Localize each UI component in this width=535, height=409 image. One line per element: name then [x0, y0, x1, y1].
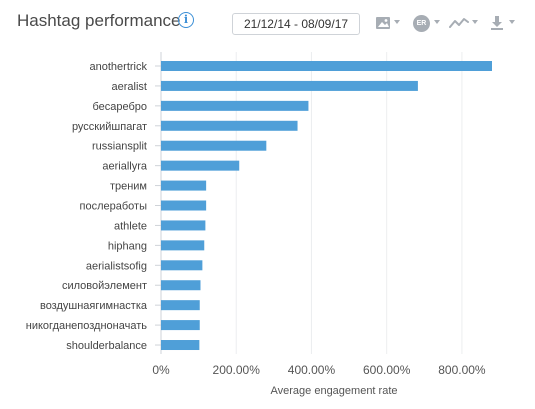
bar	[161, 160, 240, 171]
bar	[161, 280, 201, 291]
x-tick-label: 0%	[152, 363, 170, 377]
image-export-button[interactable]	[375, 14, 401, 32]
info-icon[interactable]: i	[178, 12, 194, 28]
category-label: бесаребро	[92, 101, 147, 113]
bar	[161, 140, 267, 151]
chart-header: Hashtag performance i 21/12/14 - 08/09/1…	[0, 0, 535, 44]
image-icon	[376, 17, 390, 29]
x-tick-label: 400.00%	[288, 363, 336, 377]
download-icon	[491, 16, 503, 30]
bar	[161, 260, 203, 271]
category-label: никогданепоздноначать	[26, 320, 147, 332]
er-badge-icon: ER	[413, 15, 430, 32]
chevron-down-icon	[394, 20, 400, 24]
bar	[161, 220, 206, 231]
category-label: aeriallyra	[102, 161, 148, 173]
trend-line-icon	[449, 18, 469, 28]
bar	[161, 80, 418, 91]
metric-selector-button[interactable]: ER	[413, 14, 441, 32]
category-label: aerialistsofig	[86, 260, 147, 272]
category-label: hiphang	[108, 240, 147, 252]
category-label: aeralist	[112, 81, 147, 93]
bar	[161, 320, 200, 331]
category-label: russiansplit	[92, 141, 147, 153]
chart-title: Hashtag performance	[17, 11, 181, 30]
x-tick-label: 600.00%	[363, 363, 411, 377]
bar	[161, 120, 298, 131]
chevron-down-icon	[434, 20, 440, 24]
category-label: shoulderbalance	[66, 340, 147, 352]
chart-area: anothertrick aeralist бесаребро русскийшпаг…	[0, 44, 535, 404]
chart-type-button[interactable]	[449, 14, 481, 32]
category-label: послеработы	[80, 201, 148, 213]
bar	[161, 61, 492, 71]
category-label: силовойэлемент	[62, 280, 147, 292]
chevron-down-icon	[509, 20, 515, 24]
bar	[161, 340, 200, 351]
bar	[161, 300, 200, 311]
bar	[161, 240, 205, 251]
bar	[161, 180, 207, 191]
category-label: треним	[110, 181, 147, 193]
x-tick-label: 200.00%	[213, 363, 261, 377]
category-label: воздушнаягимнастка	[40, 300, 148, 312]
download-button[interactable]	[489, 14, 517, 32]
chevron-down-icon	[472, 20, 478, 24]
category-label: anothertrick	[90, 61, 148, 73]
bar	[161, 200, 207, 211]
date-range-picker[interactable]: 21/12/14 - 08/09/17	[232, 13, 360, 35]
category-label: русскийшпагат	[72, 121, 147, 133]
x-tick-label: 800.00%	[438, 363, 486, 377]
category-label: athlete	[114, 220, 147, 232]
x-axis-title: Average engagement rate	[271, 385, 398, 397]
bar	[161, 100, 309, 111]
bar-chart: anothertrick aeralist бесаребро русскийшпаг…	[26, 52, 492, 397]
